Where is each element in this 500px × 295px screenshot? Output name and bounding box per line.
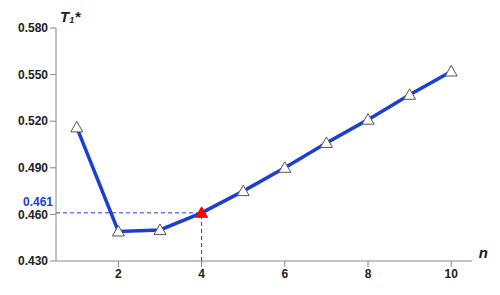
html-text:T₁*: T₁*	[60, 8, 81, 25]
svg-text:2: 2	[115, 267, 122, 281]
svg-text:10: 10	[445, 267, 459, 281]
svg-text:6: 6	[281, 267, 288, 281]
html-text:n: n	[478, 244, 488, 261]
svg-text:0.520: 0.520	[18, 114, 48, 128]
svg-text:0.490: 0.490	[18, 161, 48, 175]
svg-text:0.550: 0.550	[18, 68, 48, 82]
svg-text:0.580: 0.580	[18, 21, 48, 35]
svg-text:0.461: 0.461	[23, 194, 53, 209]
svg-text:4: 4	[198, 267, 205, 281]
svg-text:0.430: 0.430	[18, 254, 48, 268]
svg-text:0.460: 0.460	[18, 208, 48, 222]
svg-text:8: 8	[365, 267, 372, 281]
